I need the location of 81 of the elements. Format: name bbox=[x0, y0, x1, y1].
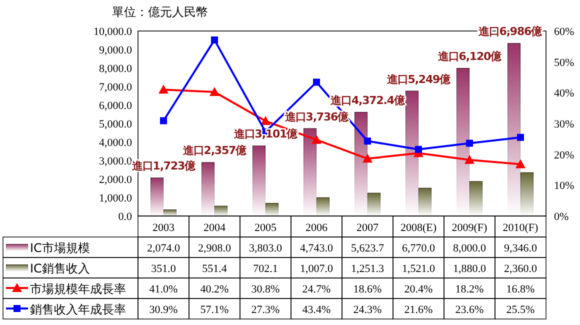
data-label: 30.8% bbox=[251, 284, 280, 296]
data-label: 41.0% bbox=[149, 284, 178, 296]
data-label: 5,623.7 bbox=[351, 242, 384, 254]
data-label: 2,074.0 bbox=[147, 242, 180, 254]
data-label: 551.4 bbox=[202, 263, 228, 275]
point bbox=[516, 159, 526, 168]
y-tick-label: 4,000.0 bbox=[99, 137, 132, 149]
point bbox=[260, 116, 270, 126]
point bbox=[211, 36, 218, 44]
x-tick-label: 2009(F) bbox=[452, 222, 488, 234]
y-tick-label: 1,000.0 bbox=[99, 192, 132, 204]
data-label: 30.9% bbox=[149, 304, 178, 316]
data-label: 57.1% bbox=[200, 304, 229, 316]
legend-label: IC銷售收入 bbox=[30, 262, 90, 276]
y-tick-label: 8,000.0 bbox=[99, 63, 132, 75]
y-tick-label: 6,000.0 bbox=[99, 100, 132, 112]
data-label: 8,000.0 bbox=[453, 242, 486, 254]
data-label: 25.5% bbox=[506, 304, 535, 316]
data-label: 24.3% bbox=[353, 304, 382, 316]
point bbox=[464, 154, 474, 164]
x-tick-label: 2006 bbox=[306, 222, 328, 234]
data-label: 21.6% bbox=[404, 304, 433, 316]
y2-tick-label: 60% bbox=[554, 26, 574, 38]
point bbox=[415, 146, 422, 153]
data-label: 4,743.0 bbox=[300, 242, 334, 254]
y-tick-label: 3,000.0 bbox=[99, 156, 132, 168]
data-label: 18.6% bbox=[353, 284, 382, 296]
data-label: 9,346.0 bbox=[504, 242, 538, 254]
data-label: 702.1 bbox=[253, 263, 278, 275]
point bbox=[312, 134, 322, 144]
y-tick-label: 2,000.0 bbox=[99, 174, 132, 186]
data-label: 351.0 bbox=[151, 263, 176, 275]
y2-tick-label: 20% bbox=[554, 149, 574, 162]
data-label: 23.6% bbox=[455, 304, 484, 316]
y2-tick-label: 30% bbox=[554, 118, 574, 130]
data-label: 16.8% bbox=[506, 284, 535, 296]
annotation: 進口5,249億 bbox=[386, 72, 452, 86]
legend-label: IC市場規模 bbox=[30, 241, 90, 255]
annotation: 進口2,357億 bbox=[182, 144, 248, 158]
point bbox=[364, 138, 371, 145]
data-label: 1,880.0 bbox=[453, 263, 486, 275]
data-label: 1,007.0 bbox=[300, 263, 334, 275]
point bbox=[466, 140, 473, 147]
chart-title: 單位：億元人民幣 bbox=[112, 5, 208, 19]
point bbox=[313, 78, 320, 86]
annotation: 進口3,101億 bbox=[233, 128, 299, 141]
data-label: 3,803.0 bbox=[249, 242, 282, 254]
y2-tick-label: 50% bbox=[554, 56, 574, 69]
x-tick-label: 2003 bbox=[152, 222, 175, 234]
data-label: 1,251.3 bbox=[351, 263, 384, 275]
y-tick-label: 10,000.0 bbox=[94, 26, 132, 38]
x-tick-label: 2004 bbox=[204, 222, 226, 234]
point bbox=[210, 87, 220, 96]
point bbox=[160, 117, 167, 124]
y2-tick-label: 10% bbox=[554, 180, 574, 192]
x-tick-label: 2010(F) bbox=[502, 222, 539, 234]
data-label: 43.4% bbox=[302, 304, 331, 316]
y-tick-label: 7,000.0 bbox=[99, 82, 132, 94]
point bbox=[158, 84, 168, 94]
data-label: 27.3% bbox=[251, 304, 280, 316]
data-label: 2,360.0 bbox=[504, 263, 538, 275]
data-label: 18.2% bbox=[455, 284, 484, 296]
annotation: 進口6,120億 bbox=[437, 50, 503, 63]
legend-label: 市場規模年成長率 bbox=[30, 282, 126, 296]
point bbox=[362, 154, 372, 163]
data-label: 40.2% bbox=[200, 284, 229, 296]
data-label: 2,908.0 bbox=[198, 242, 232, 254]
y-tick-label: 0.0 bbox=[118, 211, 132, 223]
data-label: 1,521.0 bbox=[402, 263, 436, 275]
y2-tick-label: 0% bbox=[554, 211, 569, 223]
x-tick-label: 2008(E) bbox=[400, 222, 437, 234]
data-label: 6,770.0 bbox=[402, 242, 436, 254]
y-tick-label: 5,000.0 bbox=[99, 118, 132, 130]
x-tick-label: 2007 bbox=[356, 222, 379, 234]
data-label: 24.7% bbox=[302, 284, 331, 296]
data-label: 20.4% bbox=[404, 284, 433, 296]
point bbox=[517, 134, 524, 141]
y-tick-label: 9,000.0 bbox=[99, 44, 132, 56]
y2-tick-label: 40% bbox=[554, 88, 574, 100]
x-tick-label: 2005 bbox=[254, 222, 277, 234]
legend-label: 銷售收入年成長率 bbox=[30, 302, 126, 316]
